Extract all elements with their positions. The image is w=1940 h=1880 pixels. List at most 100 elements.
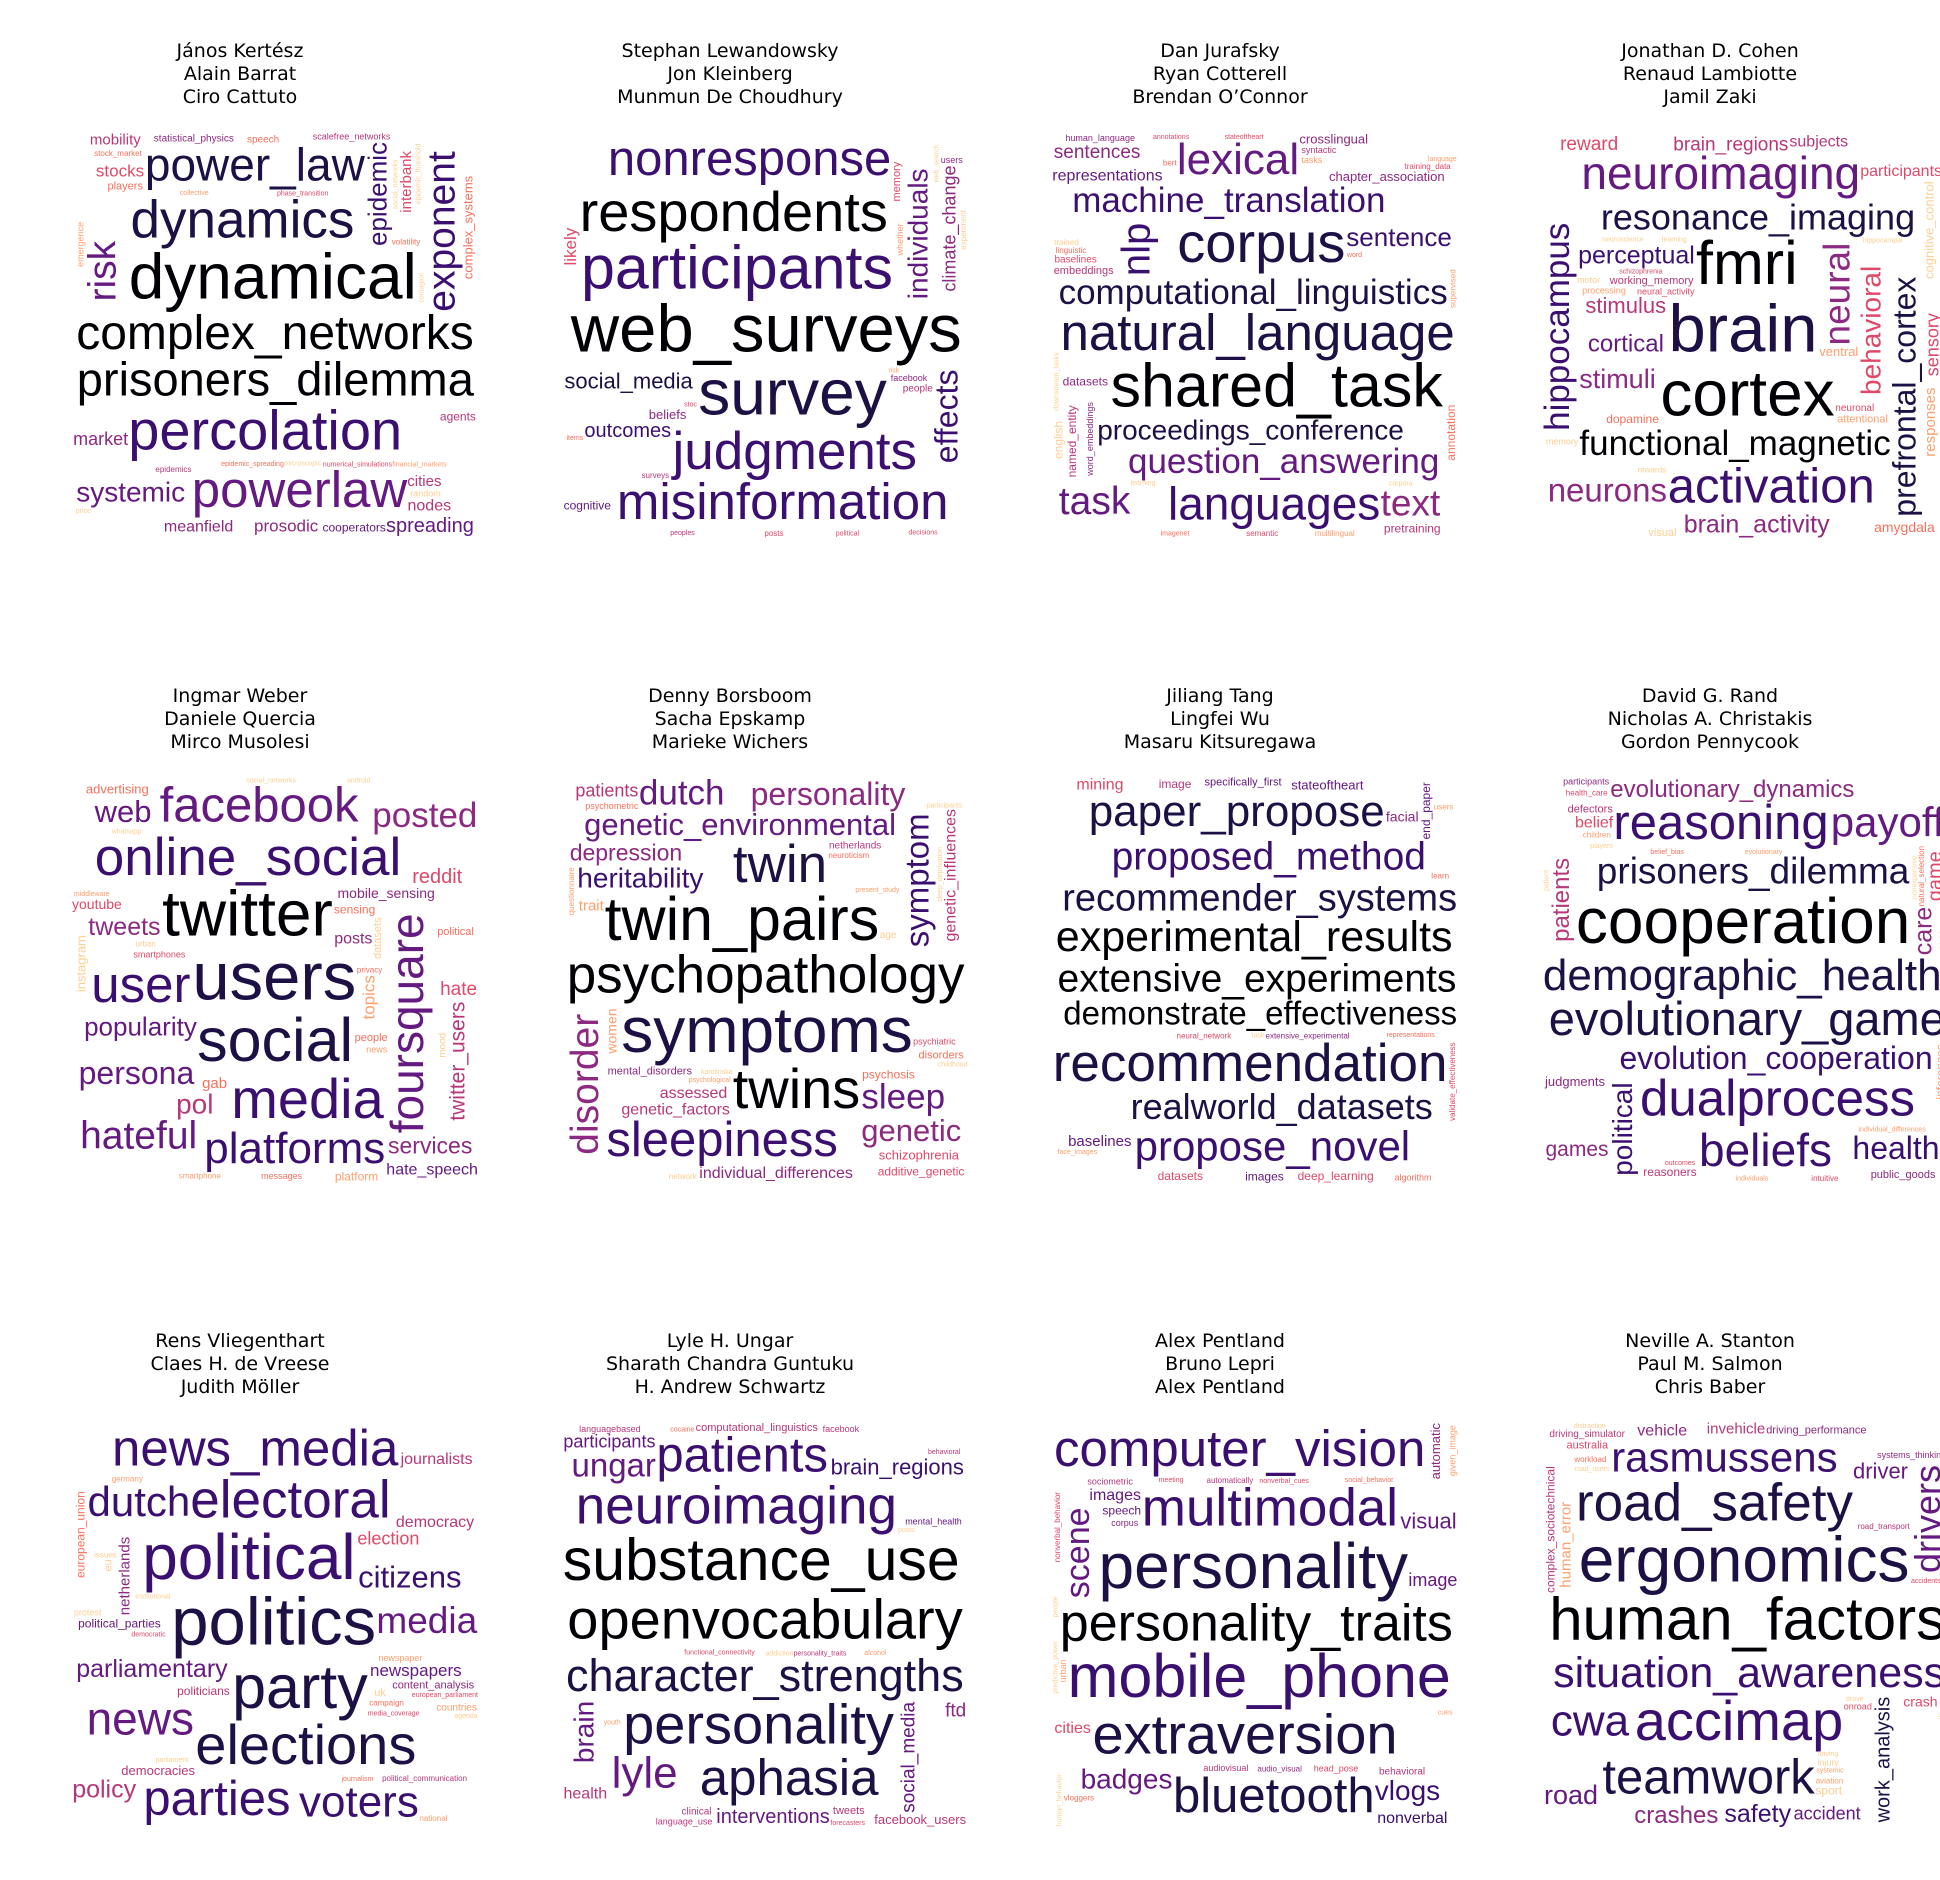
cloud-word: recommender_systems xyxy=(1062,878,1457,920)
cloud-word: disorder xyxy=(564,1014,607,1155)
cloud-word: realworld_datasets xyxy=(1131,1086,1433,1127)
cloud-word: twin_pairs xyxy=(605,885,880,953)
cloud-word: openvocabulary xyxy=(567,1588,962,1651)
cloud-word: players xyxy=(1590,843,1613,850)
cloud-word: extraversion xyxy=(1093,1702,1398,1765)
cloud-word: cognitive xyxy=(564,499,612,513)
cloud-word: posts xyxy=(764,529,783,538)
cloud-word: paper_propose xyxy=(1089,787,1385,836)
cloud-word: misinformation xyxy=(617,473,949,530)
cloud-word: complex_systems xyxy=(460,175,475,279)
cloud-word: addiction xyxy=(766,1650,794,1657)
cloud-word: languages xyxy=(1168,478,1380,530)
cloud-word: sleep_deprivation xyxy=(937,847,944,902)
cloud-word: ergonomics xyxy=(1579,1523,1910,1595)
author-name: Alex Pentland xyxy=(1010,1330,1430,1353)
author-name: Stephan Lewandowsky xyxy=(520,40,940,63)
cloud-word: national xyxy=(419,1814,447,1823)
panel-authors: Stephan Lewandowsky Jon Kleinberg Munmun… xyxy=(520,40,940,109)
author-name: Gordon Pennycook xyxy=(1500,731,1920,754)
word-cloud-svg: demographic_healthcooperationevolutionar… xyxy=(1540,775,1940,1185)
author-name: Ryan Cotterell xyxy=(1010,63,1430,86)
cloud-word: effects xyxy=(929,370,965,464)
cloud-word: activation xyxy=(1668,460,1875,514)
cloud-word: fmri xyxy=(1696,229,1798,297)
cloud-word: party xyxy=(232,1653,368,1721)
cloud-word: annotations xyxy=(1153,134,1190,141)
cloud-word: human_factors xyxy=(1549,1586,1940,1653)
author-name: Jon Kleinberg xyxy=(520,63,940,86)
cloud-word: language xyxy=(1428,156,1457,163)
cloud-word: resonance_imaging xyxy=(1601,196,1915,237)
cloud-word: european_parliament xyxy=(412,1692,478,1699)
cloud-word: mental_health xyxy=(905,1516,962,1526)
cloud-word: genetic_factors xyxy=(621,1102,730,1119)
panel-11: Alex Pentland Bruno Lepri Alex Pentland … xyxy=(1010,1290,1430,1880)
cloud-word: risk xyxy=(82,240,125,301)
cloud-word: twins xyxy=(733,1057,861,1120)
cloud-word: multilingual xyxy=(1315,529,1355,538)
cloud-word: road_transport xyxy=(1858,1522,1911,1531)
cloud-word: psychosis xyxy=(862,1067,915,1081)
cloud-word: trait xyxy=(579,898,605,915)
cloud-word: facebook xyxy=(160,778,359,832)
cloud-word: neuroimaging xyxy=(576,1476,897,1535)
panel-9: Rens Vliegenthart Claes H. de Vreese Jud… xyxy=(30,1290,450,1880)
cloud-word: evolutionary_game xyxy=(1549,992,1940,1045)
cloud-word: social_media xyxy=(564,369,693,394)
author-name: Marieke Wichers xyxy=(520,731,940,754)
cloud-word: scalefree_networks xyxy=(313,131,391,141)
cloud-word: sensory xyxy=(1923,313,1940,376)
cloud-word: personality_traits xyxy=(794,1650,847,1657)
cloud-word: children xyxy=(1583,831,1611,840)
cloud-word: participants xyxy=(927,803,963,810)
author-name: Mirco Musolesi xyxy=(30,731,450,754)
panel-authors: János Kertész Alain Barrat Ciro Cattuto xyxy=(30,40,450,109)
cloud-word: media xyxy=(231,1067,384,1130)
cloud-word: sentence xyxy=(1346,222,1452,252)
word-cloud-svg: natural_languagecomputational_linguistic… xyxy=(1050,130,1460,540)
cloud-word: training_data xyxy=(1405,162,1452,171)
cloud-word: hippocampal xyxy=(1863,238,1903,245)
cloud-word: newspaper xyxy=(378,1653,422,1663)
cloud-word: images xyxy=(1245,1169,1284,1183)
cloud-word: risk xyxy=(888,367,899,374)
cloud-word: sleepiness xyxy=(606,1113,838,1167)
cloud-word: cognitive_control xyxy=(1922,181,1937,279)
cloud-word: psychometric xyxy=(585,801,639,811)
cloud-word: symptom xyxy=(898,813,935,947)
cloud-word: individuals xyxy=(903,168,934,299)
cloud-word: crash xyxy=(1903,1694,1937,1710)
cloud-word: english xyxy=(1051,421,1065,459)
cloud-word: computer_vision xyxy=(1054,1420,1425,1477)
cloud-word: age xyxy=(880,930,897,941)
cloud-word: personality xyxy=(751,776,906,812)
author-name: Jiliang Tang xyxy=(1010,685,1430,708)
cloud-word: nonexpansive xyxy=(1911,856,1918,899)
cloud-word: accident xyxy=(1794,1804,1861,1824)
cloud-word: dutch xyxy=(88,1478,191,1525)
cloud-word: vloggers xyxy=(1064,1794,1094,1803)
cloud-word: individuals xyxy=(1736,1176,1769,1183)
cloud-word: political_parties xyxy=(78,1617,161,1631)
cloud-word: meeting xyxy=(1159,1477,1184,1484)
author-name: Nicholas A. Christakis xyxy=(1500,708,1920,731)
cloud-word: twitter xyxy=(162,878,333,950)
cloud-word: content_analysis xyxy=(392,1680,474,1692)
cloud-word: pol xyxy=(176,1089,213,1120)
cloud-word: driver xyxy=(1853,1458,1908,1483)
cloud-word: middleware xyxy=(74,891,110,898)
panel-2: Stephan Lewandowsky Jon Kleinberg Munmun… xyxy=(520,0,940,590)
cloud-word: hippocampus xyxy=(1540,223,1577,431)
cloud-word: brain_regions xyxy=(1673,134,1788,155)
cloud-word: cities xyxy=(1054,1720,1090,1737)
cloud-word: language_use xyxy=(656,1817,713,1827)
cloud-word: brain xyxy=(1669,292,1818,367)
cloud-word: policy xyxy=(72,1775,136,1803)
cloud-word: campaign xyxy=(369,1699,404,1708)
cloud-word: users xyxy=(192,940,356,1015)
cloud-word: datasets xyxy=(1063,375,1108,389)
